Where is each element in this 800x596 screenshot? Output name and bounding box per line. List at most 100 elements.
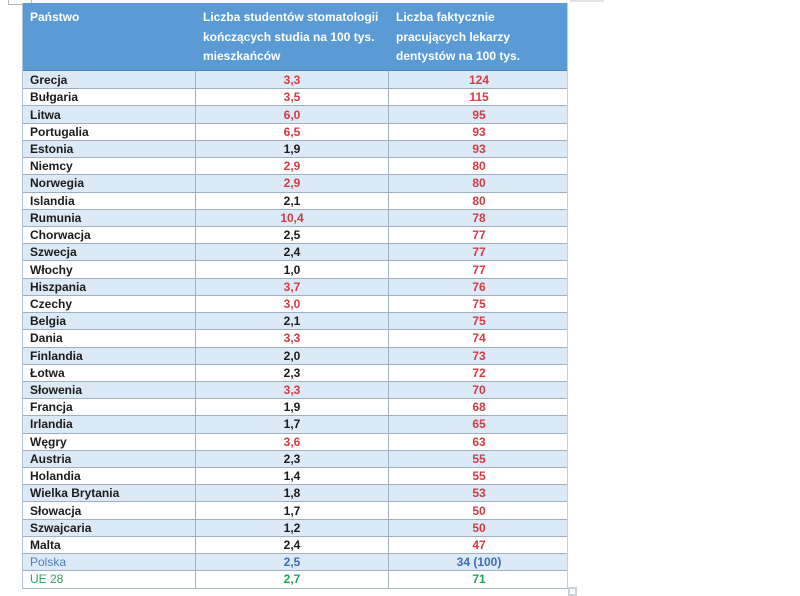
country-name: Holandia: [30, 469, 81, 484]
students-cell: 1,0: [196, 261, 389, 278]
dentists-cell: 47: [389, 537, 569, 553]
dentists-value: 75: [472, 314, 486, 329]
students-cell: 3,3: [196, 71, 389, 89]
country-cell: Grecja: [23, 71, 196, 89]
country-name: Litwa: [30, 107, 61, 122]
country-cell: Hiszpania: [23, 278, 196, 295]
students-cell: 2,4: [196, 244, 389, 261]
students-value: 3,0: [283, 296, 301, 311]
country-name: Bułgaria: [30, 90, 79, 105]
country-name: Słowenia: [30, 383, 83, 398]
country-cell: Rumunia: [23, 209, 196, 226]
country-name: Irlandia: [30, 417, 73, 432]
dentists-cell: 80: [389, 193, 569, 209]
country-cell: Austria: [23, 450, 196, 468]
students-cell: 2,9: [196, 158, 389, 175]
dentists-value: 77: [472, 262, 486, 277]
students-value: 6,5: [283, 124, 301, 139]
students-cell: 3,6: [196, 433, 389, 450]
country-name: Malta: [30, 538, 61, 553]
students-cell: 2,9: [196, 175, 389, 192]
dentists-cell: 75: [389, 313, 569, 329]
table-row: Austria 2,3 55: [23, 449, 567, 468]
country-cell: Polska: [23, 554, 196, 571]
table-row: Belgia 2,1 75: [23, 312, 569, 330]
dentists-cell: 71: [389, 571, 569, 587]
country-name: Islandia: [30, 193, 75, 208]
students-value: 1,7: [283, 417, 301, 432]
dentists-value: 76: [472, 279, 486, 294]
students-cell: 2,1: [196, 192, 389, 209]
students-cell: 1,4: [196, 468, 389, 485]
country-cell: Słowenia: [23, 381, 196, 399]
students-value: 2,7: [283, 572, 301, 587]
students-value: 3,3: [283, 383, 301, 398]
country-cell: Łotwa: [23, 364, 196, 381]
students-value: 3,7: [283, 279, 301, 294]
dentists-cell: 34 (100): [389, 554, 569, 570]
table-row: Wielka Brytania 1,8 53: [23, 484, 567, 502]
header-students-column: Liczba studentów stomatologii kończących…: [203, 10, 379, 63]
dentists-cell: 70: [389, 382, 569, 398]
table-row: Irlandia 1,7 65: [23, 415, 567, 433]
table-row: Węgry 3,6 63: [23, 432, 567, 450]
dentists-value: 74: [472, 331, 486, 346]
country-cell: Szwajcaria: [23, 519, 196, 536]
country-name: Niemcy: [30, 159, 73, 174]
dentists-cell: 55: [389, 468, 569, 484]
table-row: Francja 1,9 68: [23, 398, 567, 416]
table-row: Włochy 1,0 77: [23, 260, 567, 278]
dentists-cell: 50: [389, 520, 569, 536]
students-value: 2,5: [283, 228, 301, 243]
dentists-value: 50: [472, 520, 486, 535]
country-cell: Portugalia: [23, 123, 196, 140]
table-row: Słowenia 3,3 70: [23, 380, 569, 399]
students-value: 2,4: [283, 538, 301, 553]
dentists-cell: 76: [389, 279, 569, 295]
table-row: Norwegia 2,9 80: [23, 174, 569, 192]
dentists-cell: 78: [389, 210, 569, 226]
country-name: UE 28: [30, 572, 64, 587]
students-value: 1,2: [283, 520, 301, 535]
dentists-value: 53: [472, 486, 486, 501]
country-cell: Francja: [23, 399, 196, 416]
country-name: Słowacja: [30, 503, 82, 518]
dentists-cell: 80: [389, 175, 569, 191]
country-cell: Islandia: [23, 192, 196, 209]
students-cell: 3,5: [196, 89, 389, 106]
dentists-value: 70: [472, 383, 486, 398]
table-row: Szwecja 2,4 77: [23, 243, 567, 261]
dentists-value: 68: [472, 400, 486, 415]
country-name: Hiszpania: [30, 279, 87, 294]
cropped-top-left-tab: [8, 0, 32, 5]
table-row: Szwajcaria 1,2 50: [23, 518, 569, 536]
students-value: 1,0: [283, 262, 301, 277]
students-value: 2,1: [283, 193, 301, 208]
table-row: Grecja 3,3 124: [23, 71, 567, 89]
students-cell: 2,1: [196, 313, 389, 330]
table-row: Rumunia 10,4 78: [23, 208, 569, 226]
dentists-value: 73: [472, 348, 486, 363]
dentists-value: 77: [472, 245, 486, 260]
country-name: Szwecja: [30, 245, 77, 260]
dentists-cell: 95: [389, 106, 569, 122]
table-row: UE 28 2,7 71: [23, 570, 569, 588]
students-cell: 3,0: [196, 295, 389, 313]
students-cell: 10,4: [196, 209, 389, 226]
students-value: 3,6: [283, 434, 301, 449]
table-row: Islandia 2,1 80: [23, 191, 569, 209]
country-cell: Niemcy: [23, 158, 196, 175]
students-value: 3,3: [283, 331, 301, 346]
dentists-cell: 77: [389, 227, 569, 243]
country-cell: Czechy: [23, 295, 196, 313]
country-name: Chorwacja: [30, 228, 91, 243]
dentists-value: 124: [468, 72, 490, 87]
dentists-cell: 72: [389, 365, 569, 381]
table-row: Malta 2,4 47: [23, 535, 569, 554]
table-row: Estonia 1,9 93: [23, 139, 567, 158]
country-cell: Litwa: [23, 106, 196, 123]
dentists-value: 78: [472, 210, 486, 225]
country-name: Belgia: [30, 314, 67, 329]
students-value: 1,8: [283, 486, 301, 501]
table-row: Portugalia 6,5 93: [23, 122, 567, 140]
